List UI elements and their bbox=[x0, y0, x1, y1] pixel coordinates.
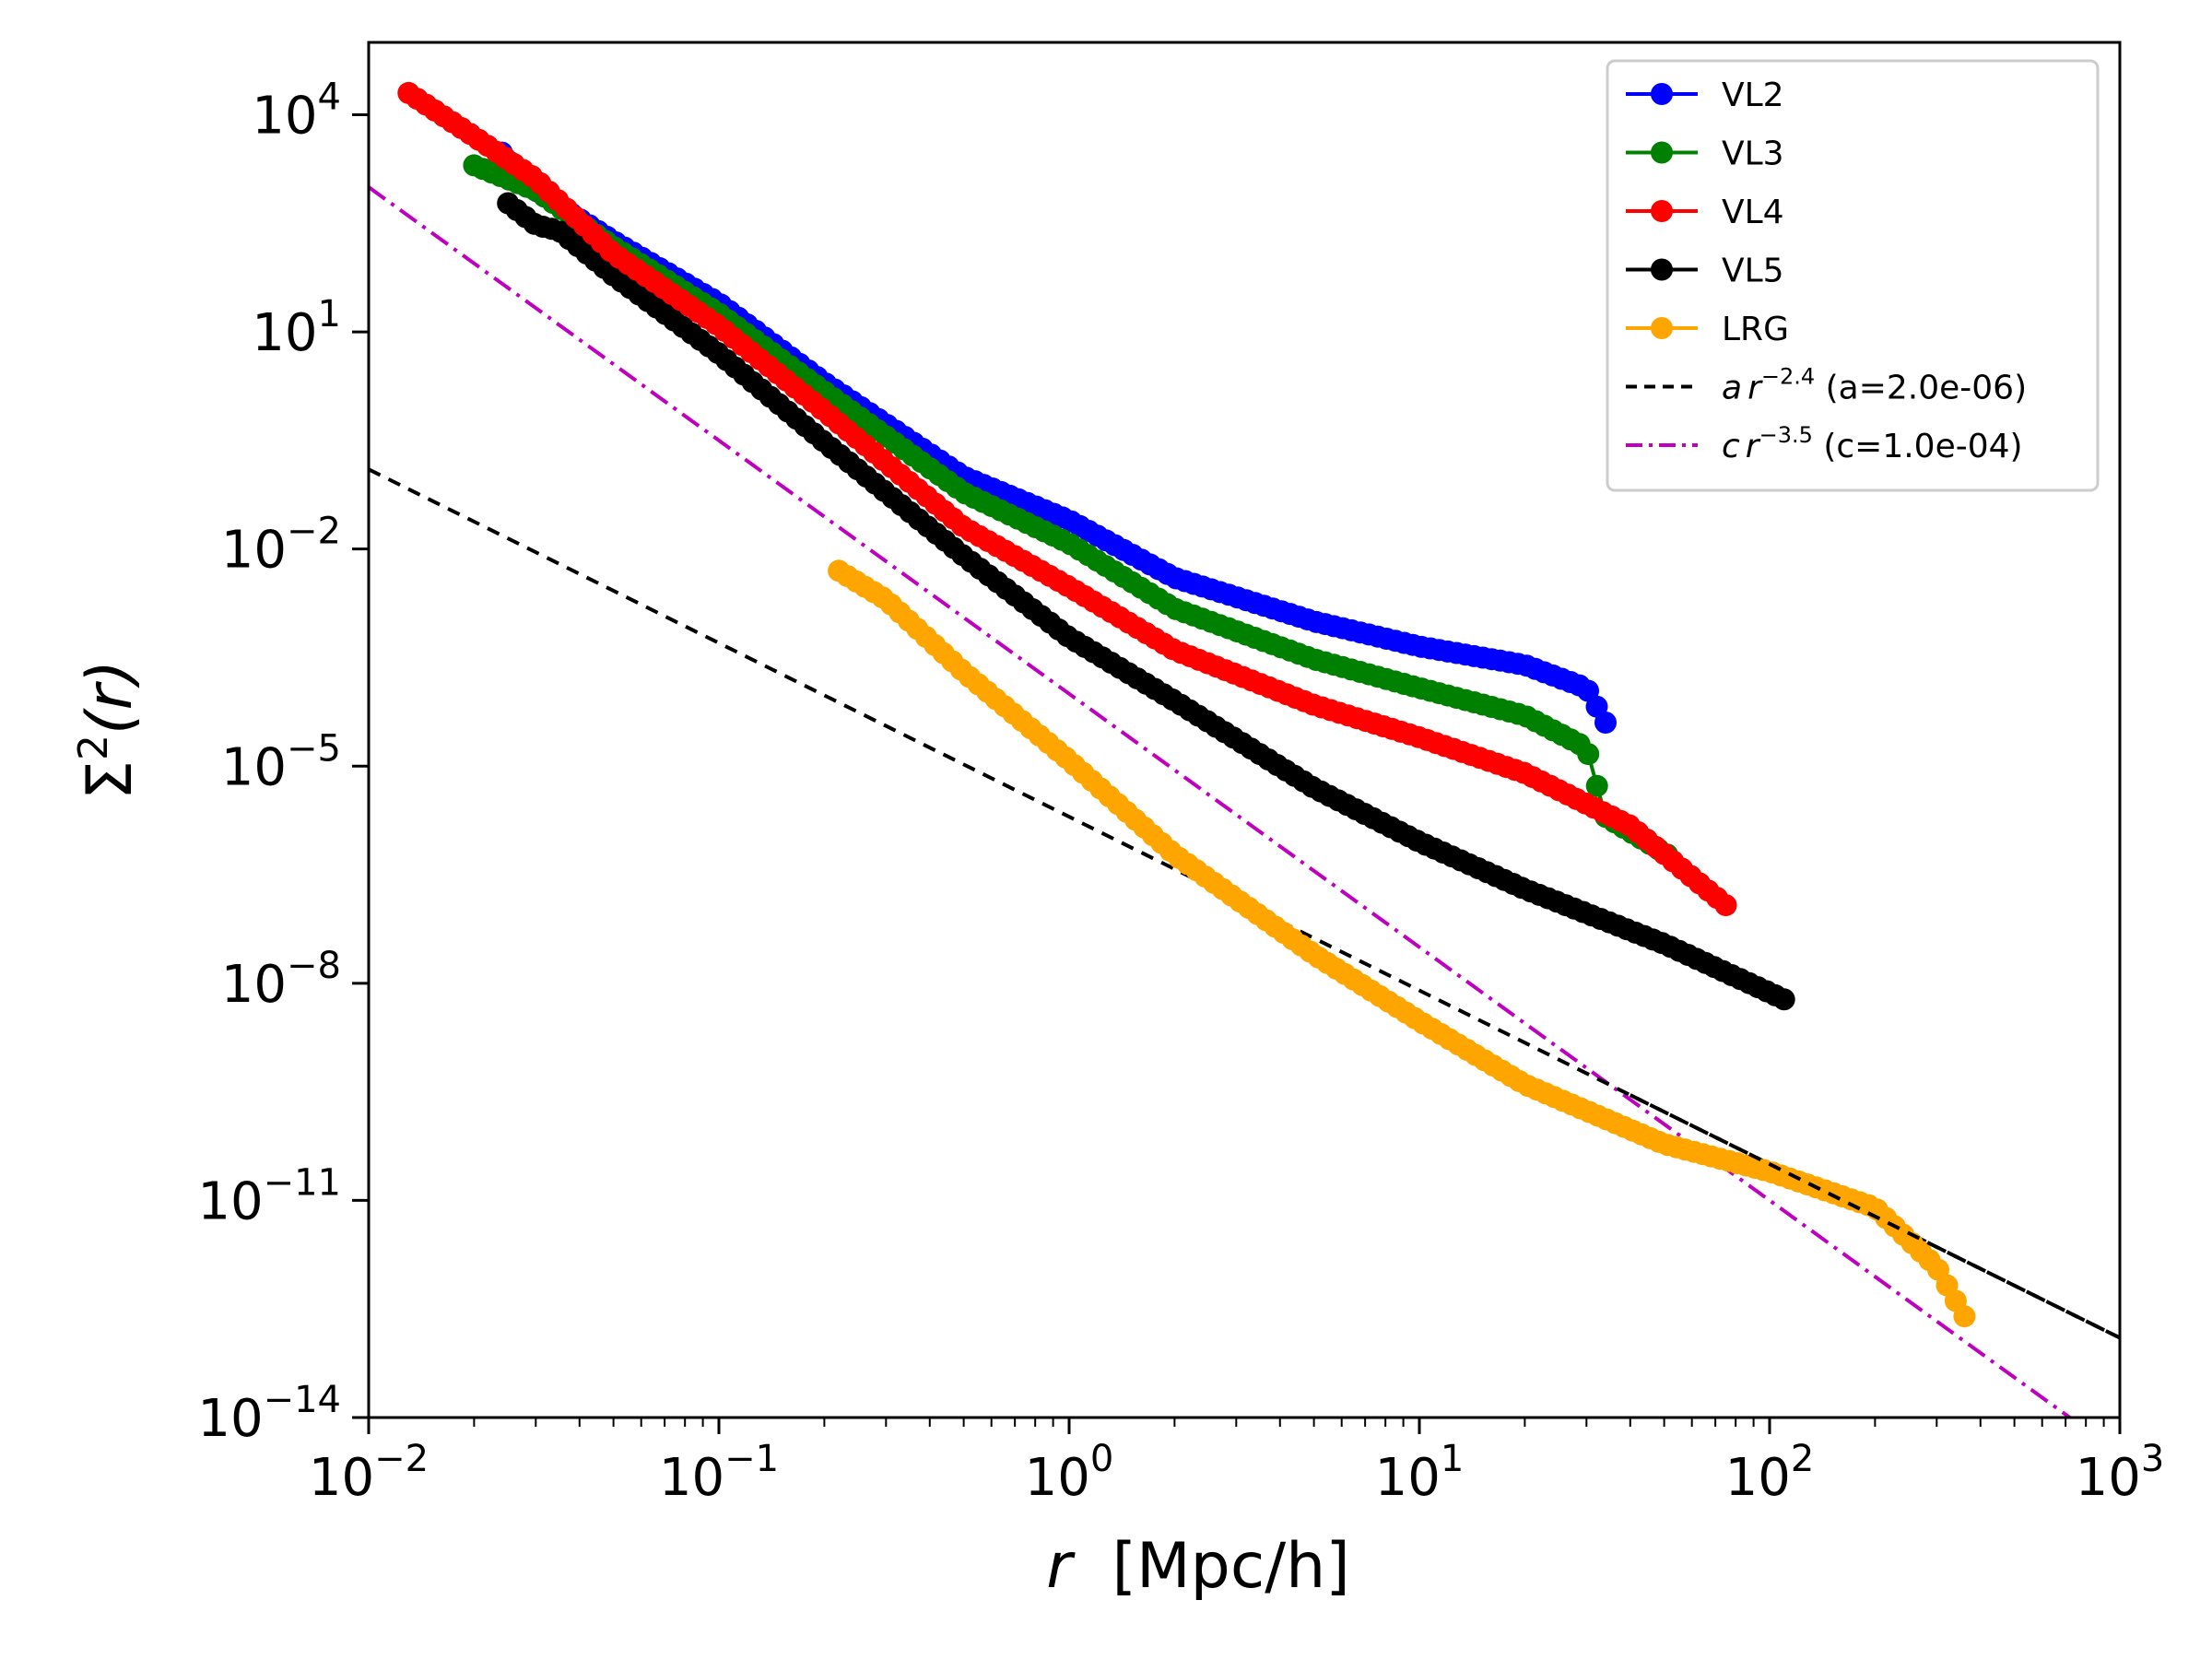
x-tick-label: 101 bbox=[1375, 1438, 1465, 1508]
legend-label: LRG bbox=[1722, 311, 1789, 348]
legend-entry: a r−2.4 (a=2.0e-06) bbox=[1626, 364, 2027, 407]
legend-label: VL3 bbox=[1722, 135, 1784, 173]
y-axis-label: Σ2(r) bbox=[70, 660, 147, 800]
x-tick-label: 10−2 bbox=[309, 1438, 429, 1508]
legend-swatch-marker bbox=[1651, 83, 1673, 105]
powerlaw-line-c bbox=[369, 185, 2074, 1418]
legend-label: c r−3.5 (c=1.0e-04) bbox=[1722, 422, 2023, 465]
y-tick-labels: 10−14 10−11 10−8 10−5 10−2 101 104 bbox=[197, 76, 341, 1449]
series-vl4 bbox=[397, 81, 1737, 917]
legend-box bbox=[1606, 59, 2100, 492]
data-point bbox=[1585, 774, 1608, 797]
x-axis-label: r [Mpc/h] bbox=[1046, 1530, 1350, 1603]
data-point bbox=[1594, 712, 1617, 734]
data-point bbox=[1953, 1305, 1976, 1328]
data-point bbox=[1714, 894, 1737, 917]
data-point bbox=[1577, 743, 1600, 766]
y-tick-label: 10−8 bbox=[221, 945, 341, 1015]
x-tick-label: 100 bbox=[1025, 1438, 1114, 1508]
major-ticks bbox=[352, 113, 2122, 1434]
legend-entry: VL5 bbox=[1626, 253, 1784, 290]
legend-label: a r−2.4 (a=2.0e-06) bbox=[1722, 364, 2027, 407]
legend-entry: c r−3.5 (c=1.0e-04) bbox=[1626, 422, 2023, 465]
y-tick-label: 10−5 bbox=[221, 727, 341, 797]
data-point bbox=[1772, 988, 1795, 1011]
x-tick-label: 103 bbox=[2076, 1438, 2165, 1508]
powerlaw-line-a-overlay bbox=[1629, 1093, 2120, 1340]
series-vl5 bbox=[497, 192, 1795, 1011]
y-tick-label: 10−2 bbox=[221, 511, 341, 581]
y-tick-label: 104 bbox=[252, 76, 341, 147]
legend: VL2 VL3 VL4 VL5 LRG a r−2.4 (a=2.0e-06) c r−3.5 … bbox=[1606, 59, 2100, 492]
legend-swatch-marker bbox=[1651, 317, 1673, 339]
plot-frame bbox=[367, 41, 2122, 1419]
y-tick-label: 10−14 bbox=[197, 1379, 341, 1449]
legend-label: VL5 bbox=[1722, 253, 1784, 290]
legend-swatch-marker bbox=[1651, 200, 1673, 222]
legend-entry: VL4 bbox=[1626, 194, 1784, 231]
legend-swatch-marker bbox=[1651, 258, 1673, 281]
x-tick-label: 102 bbox=[1725, 1438, 1815, 1508]
legend-label: VL4 bbox=[1722, 194, 1784, 231]
x-tick-labels: 10−2 10−1 100 101 102 103 bbox=[309, 1438, 2164, 1508]
legend-entry: LRG bbox=[1626, 311, 1789, 348]
plot-area bbox=[369, 81, 2120, 1418]
legend-swatch-marker bbox=[1651, 141, 1673, 164]
legend-entry: VL3 bbox=[1626, 135, 1784, 173]
x-tick-label: 10−1 bbox=[659, 1438, 779, 1508]
y-tick-label: 10−11 bbox=[197, 1161, 341, 1231]
legend-label: VL2 bbox=[1722, 76, 1784, 114]
y-tick-label: 101 bbox=[252, 293, 341, 363]
legend-entry: VL2 bbox=[1626, 76, 1784, 114]
minor-ticks bbox=[473, 1418, 2105, 1427]
